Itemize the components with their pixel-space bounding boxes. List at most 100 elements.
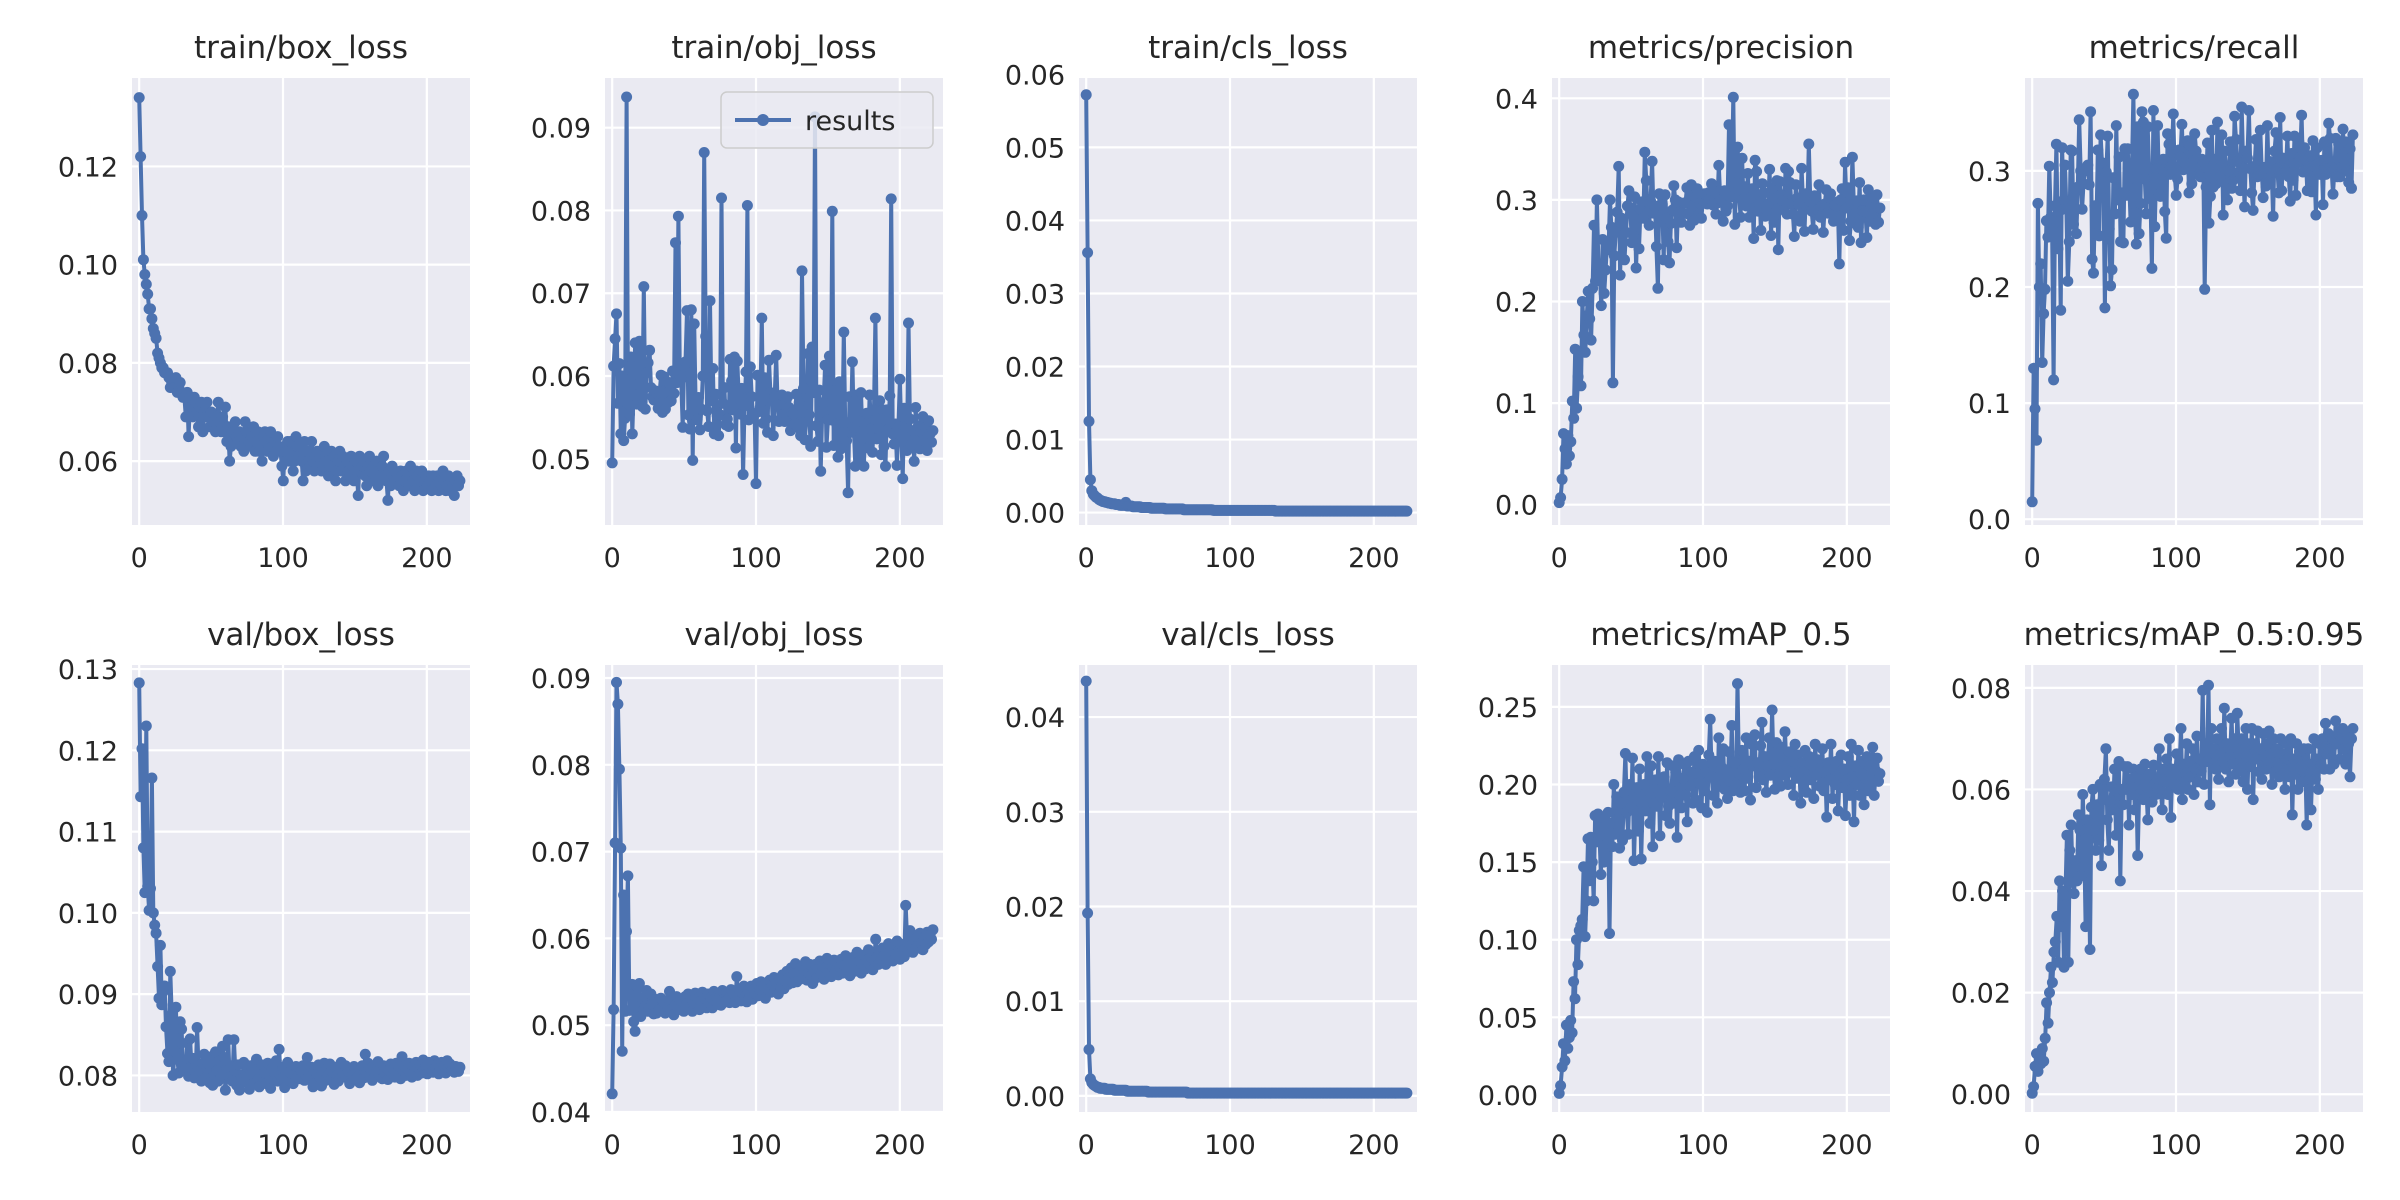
data-point [1578,861,1590,873]
data-point [1644,817,1656,829]
data-point [1604,194,1616,206]
data-point [2041,997,2053,1009]
data-point [2052,243,2064,255]
data-point [146,313,158,325]
data-point [1658,771,1670,783]
data-point [1576,914,1588,925]
data-point [2269,145,2280,157]
data-point [691,414,703,426]
data-point [897,473,909,485]
data-point [2310,209,2322,221]
data-point [2239,201,2251,213]
data-point [2222,194,2233,206]
data-point [2157,153,2169,165]
y-tick-label: 0.05 [531,445,591,476]
data-point [2049,936,2061,948]
data-point [217,411,229,423]
data-point [616,1045,628,1057]
data-point [1874,768,1886,780]
data-point [730,442,742,454]
data-point [2062,956,2074,968]
data-point [2123,173,2135,185]
data-point [2072,809,2084,821]
data-point [1595,300,1607,312]
data-point [1817,226,1829,238]
data-point [2161,753,2173,765]
data-point [1675,802,1687,814]
data-point [2070,855,2081,867]
series-results [1553,678,1886,1099]
data-point [150,332,162,344]
data-point [2044,987,2055,999]
plot-area [1079,665,1417,1112]
data-point [2191,730,2203,742]
data-point [1645,760,1657,772]
data-point [1783,746,1795,758]
data-point [816,406,828,418]
data-point [1082,907,1094,919]
data-point [2320,717,2331,729]
data-point [1652,751,1664,763]
data-point [2316,154,2328,166]
data-point [2186,178,2198,190]
data-point [1556,473,1568,485]
data-point [1080,675,1092,687]
data-point [760,413,772,425]
data-point [741,200,753,211]
data-point [1723,119,1735,131]
data-point [823,350,835,362]
data-point [668,387,680,399]
data-point [2302,743,2314,755]
data-point [684,423,696,435]
data-point [2110,120,2122,132]
data-point [2077,789,2089,800]
data-point [1801,786,1813,798]
data-point [2159,776,2171,788]
data-point [1571,934,1582,946]
data-point [2190,145,2202,157]
data-point [1722,200,1733,212]
data-point [2110,829,2122,841]
data-point [2176,118,2188,130]
data-point [137,254,149,266]
data-point [2132,850,2144,861]
data-point [2219,145,2231,157]
data-point [2130,238,2142,250]
data-point [707,363,719,374]
data-point [819,359,831,371]
data-point [731,971,743,983]
data-point [611,308,622,320]
data-point [2113,151,2125,163]
y-tick-label: 0.05 [531,1011,591,1042]
y-tick-label: 0.3 [1495,186,1538,217]
data-point [2103,223,2115,235]
data-point [767,430,779,442]
data-point [2098,182,2109,194]
data-point [1654,830,1666,842]
y-tick-label: 0.12 [58,152,118,183]
data-point [2146,262,2158,274]
data-point [1818,785,1830,797]
data-point [1766,704,1778,716]
data-point [846,356,858,368]
data-point [2167,108,2179,120]
subplot-title: metrics/mAP_0.5 [1590,617,1851,653]
y-tick-label: 0.06 [58,447,118,478]
data-point [1664,257,1675,269]
data-point [136,210,148,221]
data-point [139,269,151,280]
data-point [2286,148,2298,159]
data-point [140,720,152,732]
subplot-val-box-loss: 0 100 200 0.08 0.09 0.10 0.11 0.12 0.13 val/box_l… [58,617,470,1161]
data-point [1874,202,1886,214]
data-point [2309,773,2321,785]
data-point [910,402,922,413]
data-point [2159,206,2171,217]
data-point [2055,304,2067,316]
data-point [858,460,870,472]
data-point [1668,180,1680,192]
data-point [1740,200,1752,212]
data-point [927,924,939,936]
y-tick-label: 0.00 [1005,1082,1065,1113]
data-point [1779,726,1791,738]
